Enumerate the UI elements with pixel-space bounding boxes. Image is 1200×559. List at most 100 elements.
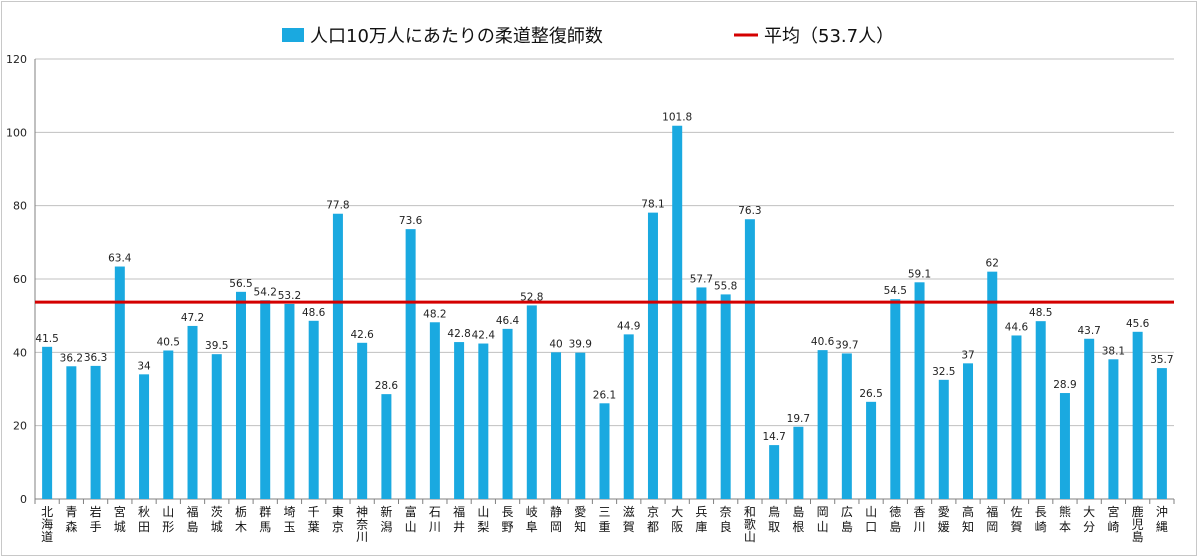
bar (1084, 338, 1095, 499)
legend-label-bars: 人口10万人にあたりの柔道整復師数 (310, 26, 603, 47)
bar (841, 353, 852, 499)
x-tick-label: 広島 (841, 505, 853, 534)
x-tick-label: 石川 (429, 505, 441, 534)
data-label: 78.1 (641, 199, 664, 211)
bar (914, 282, 925, 499)
bar (187, 325, 198, 499)
bar (1035, 321, 1046, 499)
data-label: 44.6 (1005, 321, 1029, 333)
bar (90, 365, 101, 499)
data-label: 43.7 (1077, 325, 1100, 337)
x-tick-label: 茨城 (211, 505, 223, 534)
x-tick-label: 山形 (162, 505, 174, 534)
data-label: 57.7 (690, 273, 713, 285)
bar (817, 350, 828, 499)
bar (1059, 393, 1070, 499)
x-tick-label: 鳥取 (768, 504, 780, 534)
x-tick-label: 愛知 (574, 505, 586, 534)
bar (744, 219, 755, 499)
data-label: 46.4 (496, 315, 520, 327)
data-label: 54.5 (884, 285, 907, 297)
bar (1011, 335, 1022, 499)
bar (42, 346, 53, 499)
data-label: 41.5 (35, 333, 58, 345)
x-tick-label: 長崎 (1035, 505, 1047, 534)
x-tick-label: 滋賀 (623, 505, 635, 534)
bar (575, 352, 586, 499)
x-tick-label: 宮城 (114, 504, 126, 534)
y-tick-label: 80 (13, 200, 27, 213)
x-tick-label: 高知 (962, 504, 974, 534)
x-tick-label: 静岡 (550, 505, 562, 534)
data-label: 34 (137, 360, 151, 372)
y-tick-label: 100 (6, 126, 27, 139)
x-tick-label: 山梨 (477, 505, 489, 534)
x-tick-label: 大阪 (671, 505, 683, 534)
x-tick-label: 宮崎 (1107, 504, 1119, 534)
x-tick-label: 佐賀 (1010, 505, 1022, 534)
bar (866, 401, 877, 499)
data-label: 28.6 (375, 380, 399, 392)
bar (260, 300, 271, 499)
data-label: 26.1 (593, 389, 616, 401)
bar (672, 125, 683, 499)
data-label: 52.8 (520, 291, 543, 303)
bar (211, 354, 222, 499)
data-label: 63.4 (108, 253, 132, 265)
data-label: 44.9 (617, 320, 640, 332)
data-label: 39.7 (835, 339, 858, 351)
bar (526, 305, 537, 499)
x-tick-label: 新潟 (380, 504, 392, 534)
x-tick-label: 福井 (453, 504, 465, 534)
data-label: 48.5 (1029, 307, 1052, 319)
x-tick-label: 福岡 (986, 504, 998, 534)
bar (114, 266, 125, 499)
data-label: 54.2 (254, 286, 277, 298)
bar (1132, 331, 1143, 499)
x-tick-label: 京都 (647, 505, 659, 534)
data-label: 39.9 (569, 339, 592, 351)
x-tick-label: 徳島 (889, 504, 901, 534)
y-tick-label: 0 (20, 493, 27, 506)
bar (502, 328, 513, 499)
data-label: 53.2 (278, 290, 301, 302)
x-tick-label: 島根 (792, 504, 804, 534)
x-tick-label: 岩手 (90, 504, 102, 534)
data-label: 42.8 (447, 328, 470, 340)
bar (769, 445, 780, 499)
bar (1108, 359, 1119, 499)
x-tick-label: 岡山 (817, 505, 829, 534)
bar (478, 343, 489, 499)
bar (938, 379, 949, 499)
bar (163, 350, 174, 499)
data-label: 76.3 (738, 205, 761, 217)
x-tick-label: 神奈川 (356, 505, 368, 544)
x-tick-label: 愛媛 (938, 505, 950, 534)
legend-swatch-bars (282, 28, 304, 42)
data-label: 101.8 (662, 112, 692, 124)
bar (357, 342, 368, 499)
y-tick-label: 60 (13, 273, 27, 286)
data-label: 26.5 (859, 388, 882, 400)
bar (987, 271, 998, 499)
bar (623, 334, 634, 499)
x-tick-label: 大分 (1083, 505, 1095, 534)
y-tick-label: 120 (6, 53, 27, 66)
x-tick-label: 奈良 (720, 505, 732, 534)
x-tick-label: 香川 (914, 505, 926, 534)
x-tick-label: 北海道 (41, 505, 53, 544)
x-tick-label: 群馬 (259, 505, 271, 534)
x-tick-label: 青森 (65, 505, 77, 534)
x-tick-label: 長野 (502, 505, 514, 534)
y-tick-label: 40 (13, 346, 27, 359)
x-tick-label: 三重 (598, 505, 610, 534)
data-label: 56.5 (229, 278, 252, 290)
x-tick-label: 福島 (187, 504, 199, 534)
data-label: 42.6 (350, 329, 374, 341)
x-tick-label: 埼玉 (283, 505, 295, 534)
bar (308, 320, 319, 499)
data-label: 77.8 (326, 200, 349, 212)
bar (381, 394, 392, 499)
